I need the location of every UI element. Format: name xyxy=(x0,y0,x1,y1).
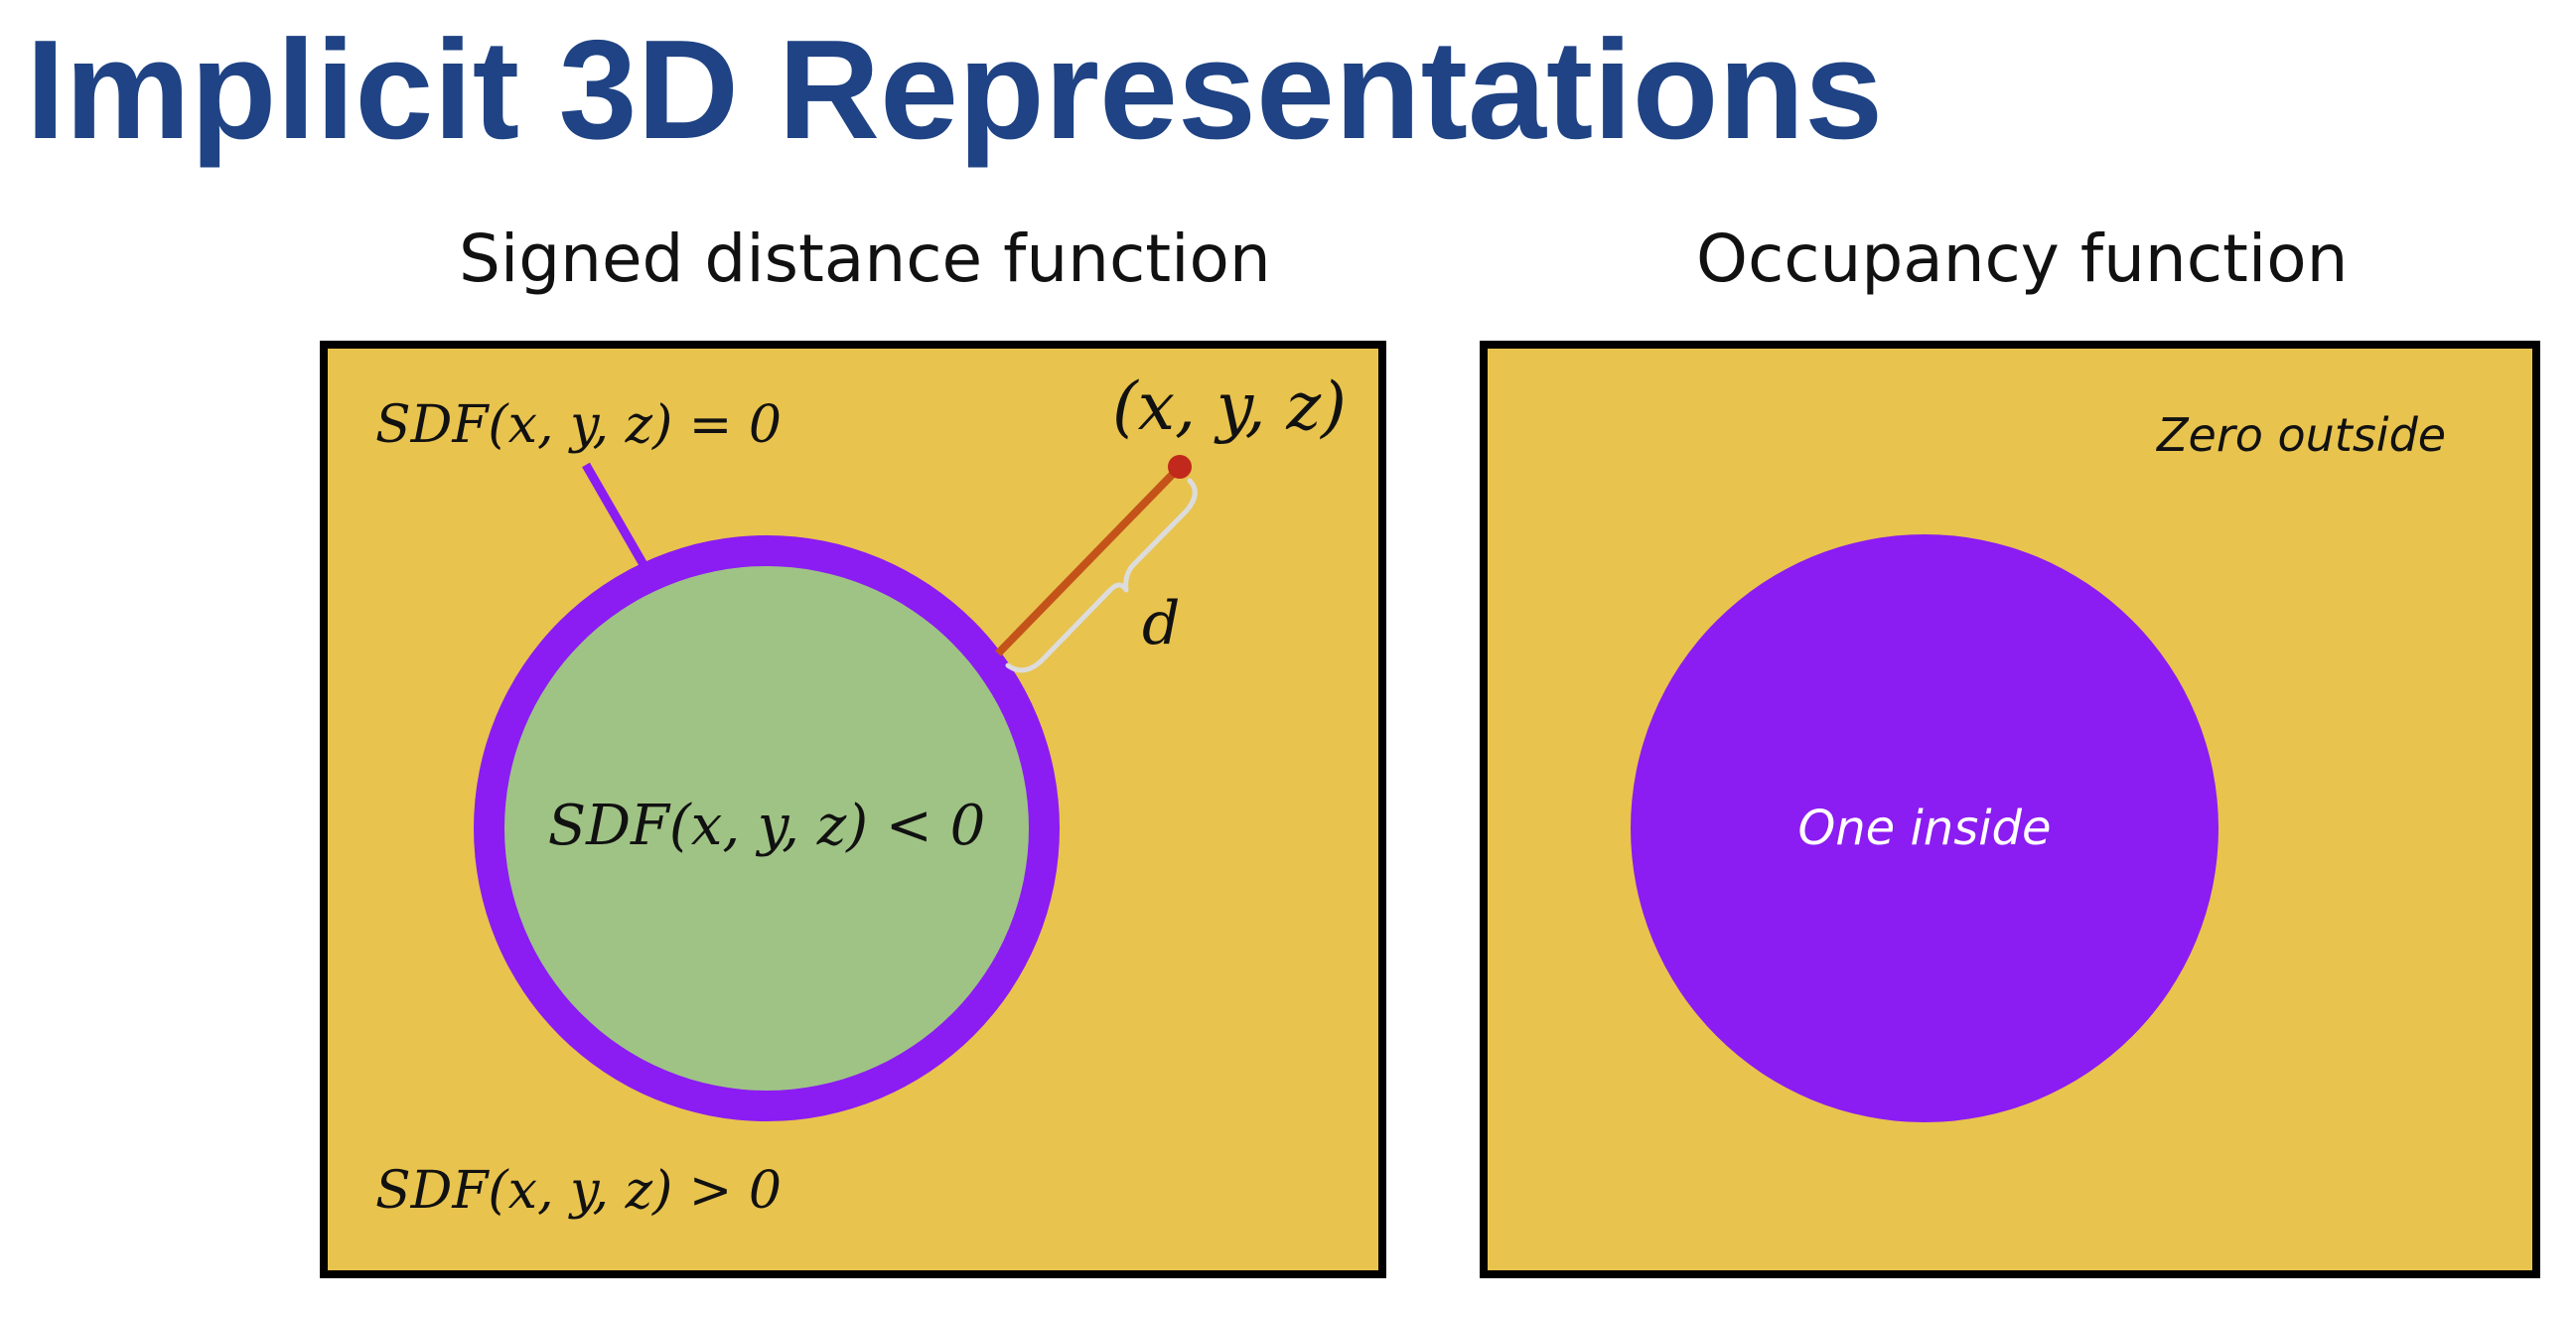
outside-equation-label: SDF(x, y, z) > 0 xyxy=(375,1161,782,1221)
slide-title: Implicit 3D Representations xyxy=(26,11,1884,169)
distance-line xyxy=(995,464,1183,657)
sdf-inside-region xyxy=(504,566,1029,1091)
occupancy-inside-region xyxy=(1631,534,2218,1122)
surface-equation-label: SDF(x, y, z) = 0 xyxy=(375,395,782,455)
query-point xyxy=(1168,455,1192,479)
distance-brace xyxy=(1005,478,1198,673)
occupancy-panel-title: Occupancy function xyxy=(1696,220,2349,297)
occupancy-panel: Zero outside One inside xyxy=(1480,341,2540,1278)
distance-label: d xyxy=(1142,589,1180,658)
point-coordinate-label: (x, y, z) xyxy=(1112,368,1347,445)
one-inside-label: One inside xyxy=(1797,801,2051,856)
sdf-panel-title: Signed distance function xyxy=(459,220,1271,297)
zero-outside-label: Zero outside xyxy=(2155,408,2446,462)
sdf-panel: SDF(x, y, z) = 0 SDF(x, y, z) < 0 SDF(x,… xyxy=(320,341,1386,1278)
inside-equation-label: SDF(x, y, z) < 0 xyxy=(548,794,985,858)
surface-pointer-line xyxy=(582,462,649,571)
